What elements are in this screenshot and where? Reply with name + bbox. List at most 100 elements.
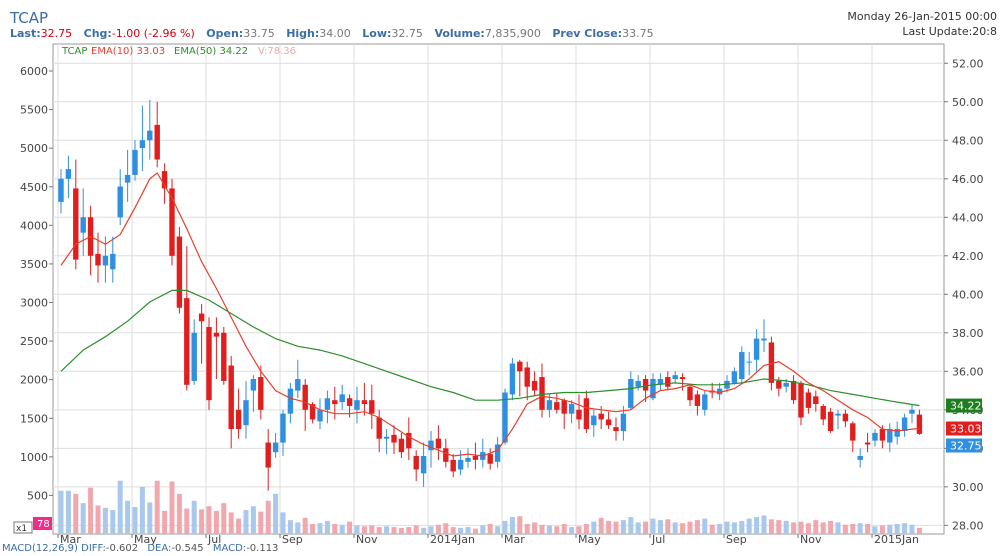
volume-bar [354, 525, 360, 534]
price-tag-label: 33.03 [950, 422, 982, 435]
volume-bar [95, 505, 101, 534]
low-label: Low: [362, 27, 392, 40]
volume-bar [776, 520, 782, 534]
candle-body [250, 379, 257, 391]
volume-bar [680, 523, 686, 534]
right-tick-label: 40.00 [952, 288, 984, 301]
candle-body [753, 338, 760, 360]
candle-body [576, 409, 582, 420]
candle-body [805, 392, 812, 408]
candle-body [124, 174, 131, 183]
candle-body [265, 442, 271, 468]
volume-bar [398, 527, 404, 534]
macd-title: MACD(12,26,9) [2, 543, 78, 554]
candle-body [487, 454, 493, 464]
volume-bar [228, 512, 234, 534]
candle-body [687, 386, 693, 401]
volume-bar [657, 520, 663, 534]
volume-tag-label: 78 [37, 519, 50, 530]
candle-body [435, 438, 442, 449]
volume-bar [569, 527, 575, 534]
right-tick-label: 30.00 [952, 481, 984, 494]
prev-close-value: 33.75 [622, 27, 654, 40]
candle-body [332, 400, 338, 405]
candle-body [465, 457, 471, 462]
volume-bar [287, 520, 293, 534]
candle-body [317, 409, 323, 422]
candle-body [95, 253, 101, 266]
candle-body [324, 398, 331, 410]
volume-bar [576, 526, 582, 534]
volume-bar [88, 487, 94, 534]
candle-body [790, 380, 797, 401]
volume-bar [347, 521, 353, 534]
right-tick-label: 46.00 [952, 173, 984, 186]
right-tick-label: 28.00 [952, 519, 984, 532]
legend-ema50: EMA(50) 34.22 [174, 46, 248, 57]
volume-bar [561, 523, 567, 534]
price-tag-box [946, 438, 982, 453]
volume-bar [413, 525, 419, 534]
volume-value: 7,835,900 [484, 27, 541, 40]
last-update: Last Update:20:8 [902, 25, 997, 38]
volume-bar [384, 526, 390, 534]
candle-body [494, 444, 501, 462]
quote-bar: Last:32.75 Chg:-1.00 (-2.96 %) Open:33.7… [10, 27, 662, 40]
ema50-line [60, 289, 920, 407]
volume-bar [828, 520, 834, 534]
candle-body [287, 388, 294, 414]
volume-bar [295, 522, 301, 534]
volume-bar [509, 517, 515, 534]
open-value: 33.75 [243, 27, 275, 40]
candle-body [443, 448, 449, 462]
low-value: 32.75 [391, 27, 423, 40]
macd-dea-label: DEA: [147, 543, 172, 554]
macd-macd-value: -0.113 [246, 543, 279, 554]
price-tag-box [946, 421, 982, 436]
candle-body [827, 411, 834, 431]
volume-bar [154, 480, 160, 534]
zoom-control[interactable]: x1 [13, 521, 33, 534]
candle-body [901, 417, 908, 431]
volume-bar [820, 522, 826, 534]
candle-body [591, 415, 597, 426]
x-tick-label: May [578, 533, 601, 546]
candle-body [235, 409, 242, 430]
volume-bar [761, 515, 767, 534]
last-value: 32.75 [40, 27, 73, 40]
macd-readout: MACD(12,26,9) DIFF:-0.602 DEA:-0.545 MAC… [2, 543, 284, 554]
volume-bar [80, 503, 86, 534]
candle-body [672, 375, 678, 380]
volume-bar [132, 506, 138, 534]
volume-bar [687, 521, 693, 534]
candle-body [724, 380, 730, 389]
candle-body [916, 414, 923, 434]
volume-bar [532, 522, 538, 534]
volume-bar [598, 517, 604, 534]
high-value: 34.00 [319, 27, 351, 40]
macd-dea-value: -0.545 [171, 543, 204, 554]
left-tick-label: 1500 [20, 412, 48, 425]
candle-body [309, 404, 316, 420]
chg-label: Chg: [83, 27, 112, 40]
left-tick-label: 2000 [20, 374, 48, 387]
volume-bar [369, 525, 375, 534]
volume-bar [265, 500, 271, 534]
candle-body [746, 361, 752, 363]
candle-body [739, 352, 745, 380]
prev-close-label: Prev Close: [552, 27, 623, 40]
x-tick-label: Mar [60, 533, 81, 546]
volume-bar [591, 521, 597, 534]
x-tick-label: 2014Jan [430, 533, 475, 546]
candle-body [909, 409, 915, 414]
volume-bar [443, 523, 449, 534]
volume-bar [694, 520, 700, 534]
candle-body [561, 400, 567, 414]
volume-bar [620, 520, 626, 534]
left-tick-label: 1000 [20, 451, 48, 464]
open-label: Open: [206, 27, 244, 40]
ema10-line [60, 172, 920, 457]
volume-bar [606, 520, 612, 534]
candle-body [872, 432, 878, 441]
